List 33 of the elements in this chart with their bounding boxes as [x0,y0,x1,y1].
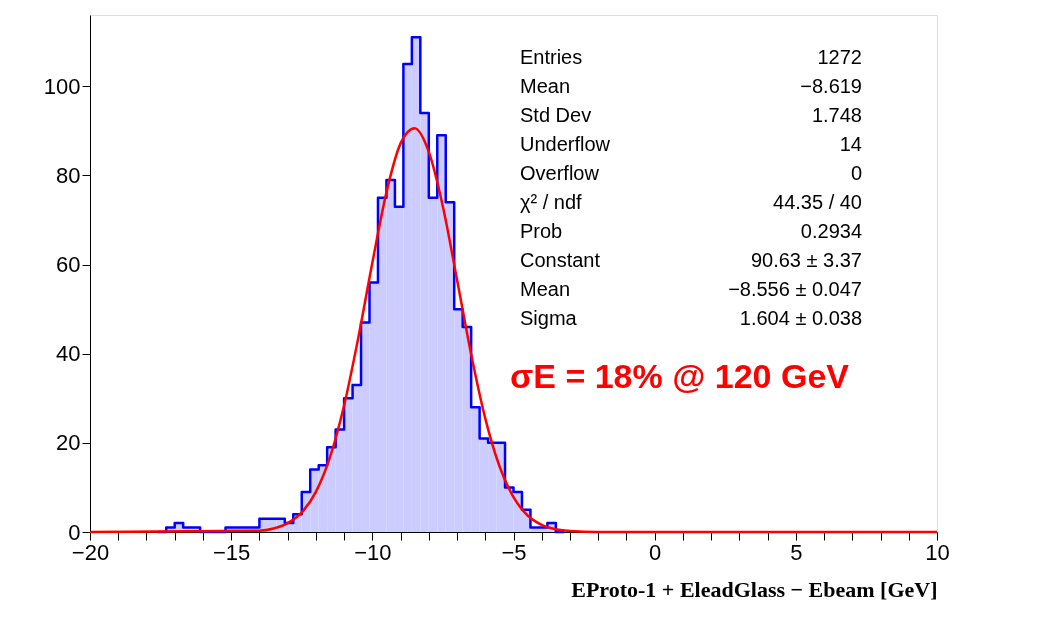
annotation: 14 [839,133,862,155]
x-axis-title: EProto-1 + EleadGlass − Ebeam [GeV] [571,576,938,602]
x-tick-label: −5 [501,539,527,565]
annotation: 1272 [817,46,862,68]
annotation: −8.556 ± 0.047 [728,278,862,300]
y-tick-label: 60 [56,252,81,278]
y-tick-label: 20 [56,430,81,456]
y-tick-label: 100 [43,73,81,99]
annotation: 0.2934 [800,220,862,242]
annotation: χ² / ndf [520,191,583,213]
annotation: 90.63 ± 3.37 [750,249,862,271]
y-tick-label: 80 [56,162,81,188]
x-tick-label: 10 [925,539,950,565]
annotation: 44.35 / 40 [773,191,862,213]
annotation: 0 [850,162,862,184]
annotation: 1.604 ± 0.038 [739,307,862,329]
x-tick-label: 5 [790,539,803,565]
y-tick-label: 40 [56,341,81,367]
annotation: Std Dev [520,104,592,126]
annotation: Mean [520,75,571,97]
x-tick-label: 0 [649,539,662,565]
annotation: −8.619 [800,75,862,97]
annotation: Prob [520,220,563,242]
x-tick-label: −15 [213,539,251,565]
annotation: Constant [520,249,601,271]
annotation: Overflow [520,162,600,184]
annotation: Entries [520,46,583,68]
annotation: Mean [520,278,571,300]
annotation: Sigma [520,307,578,329]
annotation: Underflow [520,133,611,155]
x-tick-label: −10 [354,539,392,565]
annotation: 1.748 [811,104,862,126]
annotation: σE = 18% @ 120 GeV [510,357,850,395]
